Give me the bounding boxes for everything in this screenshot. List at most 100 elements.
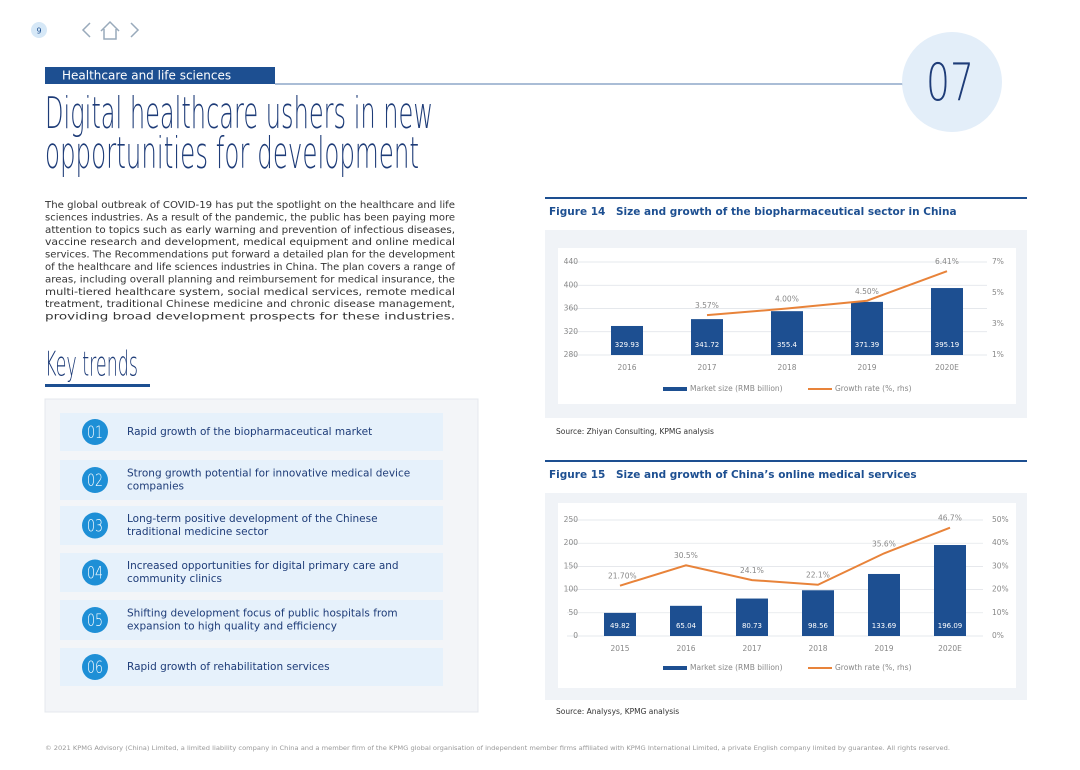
trend-card: [60, 648, 443, 686]
intro-line: areas, including overall planning and re…: [45, 274, 455, 285]
bar: [771, 311, 803, 355]
bar-label: 98.56: [808, 622, 829, 630]
trend-text: traditional medicine sector: [127, 526, 269, 538]
bar: [802, 590, 834, 636]
trend-badge: [82, 512, 108, 539]
x-tick-label: 2016: [617, 363, 636, 372]
prev-button[interactable]: [81, 22, 91, 38]
bar-label: 65.04: [676, 622, 697, 630]
trend-text: Rapid growth of rehabilitation services: [127, 661, 330, 673]
figure-title: Size and growth of China’s online medica…: [616, 469, 917, 481]
y2-tick-label: 0%: [992, 631, 1004, 640]
trend-text: Long-term positive development of the Ch…: [127, 513, 378, 525]
trend-text: Strong growth potential for innovative m…: [127, 468, 410, 480]
y2-tick-label: 5%: [992, 288, 1004, 297]
trend-card: [60, 600, 443, 640]
bar: [604, 612, 636, 636]
y-tick-label: 280: [564, 350, 579, 359]
trend-number: 06: [87, 658, 103, 678]
legend-swatch: [663, 387, 687, 391]
chapter-number: 07: [926, 53, 974, 113]
intro-line: treatment, traditional Chinese medicine …: [45, 299, 455, 310]
source: Source: Analysys, KPMG analysis: [556, 707, 679, 716]
trend-badge: [82, 559, 108, 586]
bar: [611, 325, 643, 355]
line-label: 46.7%: [938, 514, 962, 523]
y-tick-label: 150: [564, 561, 579, 570]
y2-tick-label: 1%: [992, 350, 1004, 359]
y-tick-label: 50: [568, 608, 578, 617]
line-label: 30.5%: [674, 551, 698, 560]
trend-number: 04: [87, 564, 103, 584]
bar-label: 80.73: [742, 622, 762, 630]
bar-label: 329.93: [615, 341, 640, 349]
home-button[interactable]: [100, 20, 120, 40]
line-label: 4.00%: [775, 295, 799, 304]
intro-line: sciences industries. As a result of the …: [45, 212, 455, 223]
x-tick-label: 2017: [697, 363, 716, 372]
key-trends-heading: Key trends: [45, 345, 138, 385]
bar: [868, 573, 900, 636]
y-tick-label: 100: [564, 585, 579, 594]
source: Source: Zhiyan Consulting, KPMG analysis: [556, 427, 714, 436]
x-tick-label: 2020E: [935, 363, 959, 372]
intro-line: of the healthcare and life sciences indu…: [45, 262, 456, 273]
bar: [691, 319, 723, 355]
trend-badge: [82, 467, 108, 493]
bar-label: 49.82: [610, 622, 630, 630]
figure-label: Figure 14: [549, 206, 605, 218]
y2-tick-label: 40%: [992, 538, 1009, 547]
page-badge: [31, 22, 47, 38]
bar-label: 355.4: [777, 341, 798, 349]
trend-text: Increased opportunities for digital prim…: [127, 560, 399, 572]
growth-line: [619, 526, 951, 587]
section-label: Healthcare and life sciences: [62, 69, 231, 83]
page-number: 9: [36, 27, 41, 36]
intro-line: providing broad development prospects fo…: [45, 312, 455, 323]
y-tick-label: 360: [564, 304, 579, 313]
intro-line: services. The Recommendations put forwar…: [45, 250, 455, 261]
x-tick-label: 2015: [610, 644, 629, 653]
trend-text: companies: [127, 481, 184, 493]
legend-label: Market size (RMB billion): [690, 384, 783, 393]
page-title: opportunities for development: [45, 128, 419, 179]
line-label: 6.41%: [935, 257, 959, 266]
trend-number: 01: [87, 423, 103, 443]
x-tick-label: 2018: [777, 363, 796, 372]
y-tick-label: 0: [573, 631, 578, 640]
bar: [736, 598, 768, 636]
y-tick-label: 320: [564, 327, 579, 336]
line-label: 4.50%: [855, 287, 879, 296]
trend-badge: [82, 654, 108, 680]
bar-label: 371.39: [855, 341, 880, 349]
x-tick-label: 2019: [874, 644, 893, 653]
legend-label: Growth rate (%, rhs): [835, 384, 912, 393]
trend-badge: [82, 419, 108, 445]
intro-line: attention to topics such as early warnin…: [45, 225, 455, 236]
growth-line: [706, 270, 948, 317]
line-label: 35.6%: [872, 539, 896, 548]
y2-tick-label: 10%: [992, 608, 1009, 617]
trend-text: Shifting development focus of public hos…: [127, 608, 398, 620]
y2-tick-label: 7%: [992, 257, 1004, 266]
figure-rule: [545, 197, 1027, 199]
y-tick-label: 440: [564, 257, 579, 266]
bar-label: 341.72: [695, 341, 720, 349]
bar-label: 196.09: [938, 622, 963, 630]
figure-rule: [545, 460, 1027, 462]
trend-text: expansion to high quality and efficiency: [127, 621, 337, 633]
intro-line: The global outbreak of COVID-19 has put …: [44, 200, 455, 211]
trend-number: 02: [87, 471, 103, 491]
trend-card: [60, 553, 443, 592]
next-button[interactable]: [130, 22, 140, 38]
intro-line: multi-tiered healthcare system, social m…: [45, 287, 455, 298]
x-tick-label: 2019: [857, 363, 876, 372]
chapter-circle: [902, 32, 1002, 132]
y2-tick-label: 30%: [992, 561, 1009, 570]
line-label: 21.70%: [608, 572, 637, 581]
x-tick-label: 2016: [676, 644, 695, 653]
legend-label: Growth rate (%, rhs): [835, 663, 912, 672]
intro-line: vaccine research and development, medica…: [45, 237, 455, 248]
trend-card: [60, 413, 443, 451]
bar-label: 395.19: [935, 341, 960, 349]
